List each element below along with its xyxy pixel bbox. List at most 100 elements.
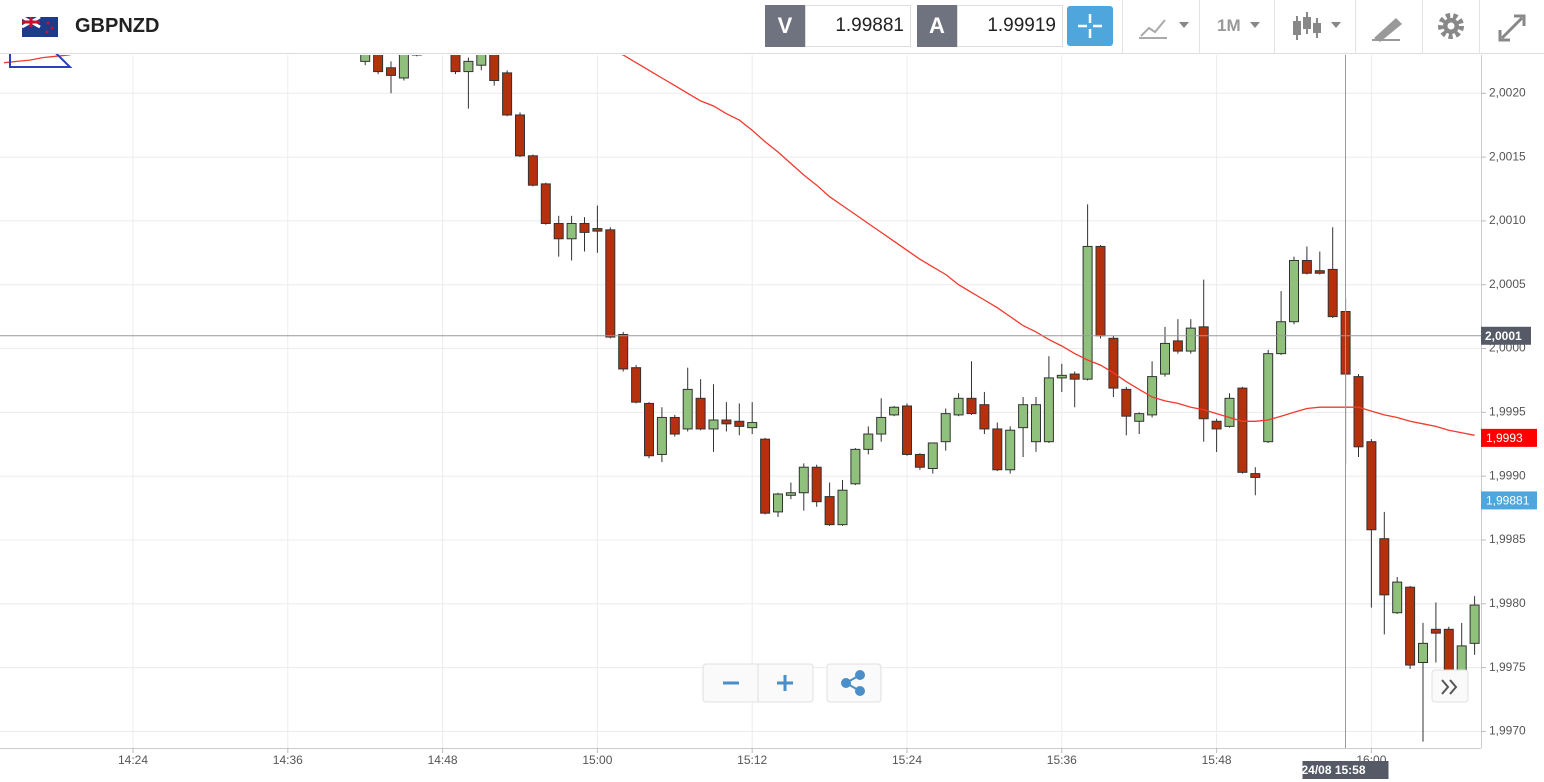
candle-body <box>966 397 977 415</box>
candle-body <box>1327 268 1338 318</box>
settings-button[interactable] <box>1422 0 1479 54</box>
candle-body <box>1224 397 1235 427</box>
zoom-controls <box>702 663 1469 703</box>
drawing-button[interactable] <box>1355 0 1422 54</box>
candle-body <box>1211 420 1222 430</box>
timeframe: 1M <box>1217 16 1241 35</box>
timeframe-caret <box>1250 22 1260 28</box>
moving-average-line <box>3 55 1475 436</box>
bid-button[interactable]: V <box>765 5 805 47</box>
ask-button[interactable]: A <box>917 5 957 47</box>
candle-body <box>566 222 577 240</box>
candle-body <box>1456 645 1467 672</box>
y-tick-label: 1,9995 <box>1489 405 1526 419</box>
candle-body <box>798 466 809 494</box>
y-tick-label: 1,9985 <box>1489 532 1526 546</box>
candle-body <box>515 114 525 157</box>
candle-body <box>682 388 693 430</box>
candle-body <box>1172 340 1183 352</box>
candle-body <box>476 55 487 66</box>
candle-body <box>1353 376 1364 448</box>
candle-body <box>631 367 642 403</box>
x-tick-label: 14:36 <box>273 753 303 767</box>
x-tick-label: 15:36 <box>1047 753 1077 767</box>
candle-body <box>992 428 1003 471</box>
candle-body <box>876 416 887 435</box>
crosshair-y-label: 2,0001 <box>1485 329 1522 343</box>
zoom-in[interactable] <box>777 675 793 691</box>
candle-body <box>360 55 371 62</box>
candle-body <box>1056 374 1067 379</box>
y-tick-label: 1,9970 <box>1489 724 1526 738</box>
candle-body <box>1418 642 1428 663</box>
candle-body <box>695 397 706 430</box>
candle-body <box>1082 245 1093 380</box>
candle-body <box>1108 337 1119 389</box>
candle-body <box>1301 259 1312 274</box>
candle-body <box>760 438 771 514</box>
candle-body <box>785 492 796 496</box>
x-tick-label: 15:48 <box>1202 753 1232 767</box>
candle-body <box>1237 387 1248 473</box>
candle-body <box>1289 259 1299 323</box>
y-tick-label: 1,9975 <box>1489 660 1526 674</box>
crosshair-button[interactable] <box>1067 6 1113 46</box>
candle-body <box>1185 327 1196 352</box>
candle-body <box>1379 538 1390 596</box>
candle-body <box>618 333 629 370</box>
candle-body <box>734 420 745 427</box>
candle-body <box>889 406 900 416</box>
candle-body <box>773 493 783 513</box>
last-price-label: 1,99881 <box>1486 494 1530 508</box>
candle-body <box>863 433 874 450</box>
candle-body <box>463 60 474 73</box>
candle-body <box>1392 581 1403 614</box>
scroll-end-button[interactable] <box>1431 669 1469 703</box>
ma-last-label: 1,9993 <box>1486 431 1523 445</box>
candle-body <box>398 55 409 79</box>
candle-body <box>902 405 912 455</box>
candle-body <box>1095 245 1106 337</box>
candle-body <box>527 155 538 186</box>
x-tick-label: 15:12 <box>737 753 767 767</box>
candle-body <box>1134 413 1145 422</box>
candle-body <box>1469 604 1480 644</box>
candle-body <box>502 72 513 116</box>
symbol: GBPNZD <box>75 15 160 37</box>
candle-body <box>824 496 835 526</box>
candle-body <box>940 413 951 443</box>
toolbar: GBPNZD V 1.99881 A 1.99919 1M <box>0 0 1544 54</box>
fullscreen-button[interactable] <box>1479 0 1544 54</box>
candle-style-button[interactable] <box>1274 0 1355 54</box>
share-button[interactable] <box>826 663 882 703</box>
ask-price: 1.99919 <box>957 5 1063 47</box>
candle-body <box>1263 353 1274 443</box>
candle-body <box>850 448 861 485</box>
crosshair-y-box <box>1481 326 1531 345</box>
candle-body <box>669 416 680 435</box>
candle-body <box>1018 404 1029 429</box>
candle-body <box>1121 388 1132 417</box>
last-price-box <box>1481 491 1537 510</box>
candle-body <box>1147 376 1158 416</box>
x-tick-label: 14:48 <box>428 753 458 767</box>
y-tick-label: 2,0005 <box>1489 277 1526 291</box>
candle-body <box>1405 586 1416 666</box>
candle-body <box>450 55 461 73</box>
candle-body <box>953 397 964 416</box>
candle-body <box>837 489 848 526</box>
candle-body <box>979 404 990 430</box>
crosshair-x-box <box>1302 761 1389 779</box>
candle-body <box>1276 321 1287 355</box>
candle-body <box>1366 441 1377 531</box>
candle-body <box>721 419 732 425</box>
candle-body <box>540 183 551 224</box>
y-tick-label: 2,0010 <box>1489 213 1526 227</box>
timeframe-button[interactable] <box>1199 0 1274 54</box>
chart-type-button[interactable] <box>1122 0 1199 54</box>
candle-body <box>386 67 396 76</box>
y-tick-label: 2,0020 <box>1489 85 1526 99</box>
candle-body <box>1160 342 1170 375</box>
